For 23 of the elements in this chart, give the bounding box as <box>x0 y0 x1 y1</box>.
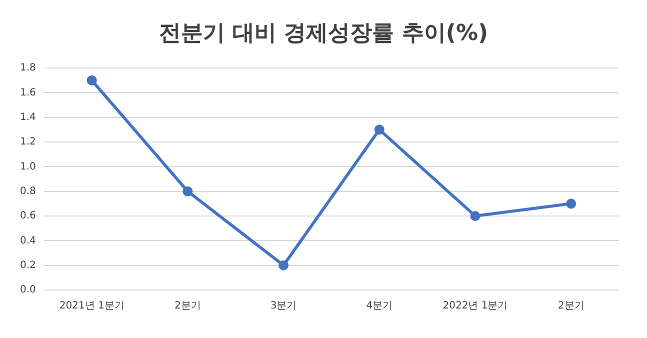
point <box>374 124 384 135</box>
point <box>470 211 480 221</box>
point <box>182 186 193 196</box>
y-tick-label: 0.2 <box>20 260 36 271</box>
y-tick-label: 0.6 <box>20 210 36 222</box>
x-tick-label: 2022년 1분기 <box>442 300 508 312</box>
point <box>278 260 289 270</box>
y-tick-label: 1.4 <box>20 112 36 123</box>
point <box>566 198 576 209</box>
x-tick-label: 2분기 <box>174 300 201 312</box>
chart-title: 전분기 대비 경제성장률 추이(%) <box>158 20 490 48</box>
y-tick-label: 0.8 <box>20 186 36 197</box>
x-tick-label: 2021년 1분기 <box>59 300 124 312</box>
x-tick-label: 2분기 <box>558 300 584 312</box>
y-tick-label: 1.0 <box>20 161 36 172</box>
y-tick-label: 1.8 <box>20 62 36 74</box>
x-tick-label: 4분기 <box>366 300 393 312</box>
x-tick-label: 3분기 <box>270 300 297 312</box>
y-tick-label: 1.2 <box>20 136 36 148</box>
y-tick-label: 0.4 <box>20 235 36 246</box>
point <box>86 75 97 86</box>
y-tick-label: 1.6 <box>20 87 36 98</box>
y-tick-label: 0.0 <box>20 284 36 296</box>
